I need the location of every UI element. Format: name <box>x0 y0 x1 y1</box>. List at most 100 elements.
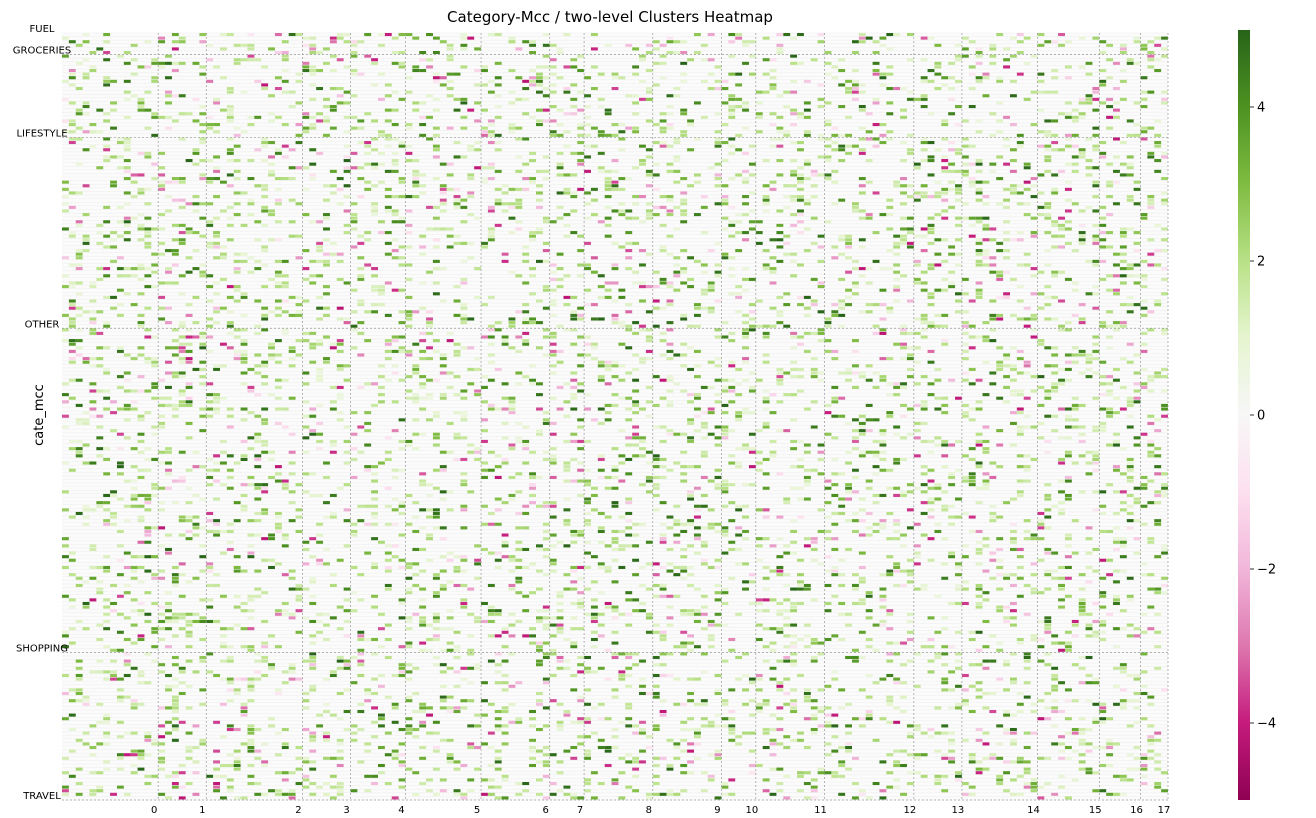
heatmap-cell <box>1023 364 1031 368</box>
heatmap-cell <box>302 130 310 134</box>
heatmap-cell <box>913 198 921 202</box>
heatmap-cell <box>329 400 337 404</box>
heatmap-cell <box>171 69 179 73</box>
heatmap-cell <box>460 47 468 51</box>
heatmap-cell <box>1147 389 1155 393</box>
heatmap-cell <box>103 144 111 148</box>
heatmap-cell <box>1106 310 1114 314</box>
heatmap-cell <box>426 346 433 350</box>
heatmap-cell <box>384 231 392 235</box>
heatmap-cell <box>350 227 358 231</box>
heatmap-cell <box>384 436 392 440</box>
heatmap-cell <box>1064 133 1072 137</box>
heatmap-cell <box>405 295 413 299</box>
heatmap-cell <box>852 83 859 87</box>
heatmap-cell <box>178 393 186 397</box>
heatmap-cell <box>673 169 681 173</box>
heatmap-cell <box>666 389 674 393</box>
heatmap-cell <box>721 504 729 508</box>
heatmap-cell <box>137 277 145 281</box>
heatmap-cell <box>1030 123 1038 127</box>
heatmap-cell <box>309 537 317 541</box>
heatmap-cell <box>755 90 763 94</box>
heatmap-cell <box>941 411 949 415</box>
heatmap-cell <box>783 429 791 433</box>
heatmap-cell <box>1161 472 1168 476</box>
heatmap-cell <box>350 432 358 436</box>
heatmap-cell <box>597 317 605 321</box>
heatmap-cell <box>934 522 942 526</box>
heatmap-cell <box>89 508 97 512</box>
heatmap-cell <box>220 396 227 400</box>
heatmap-cell <box>728 54 736 58</box>
heatmap-cell <box>412 65 420 69</box>
heatmap-cell <box>577 493 585 497</box>
heatmap-cell <box>75 454 83 458</box>
heatmap-cell <box>824 155 832 159</box>
heatmap-cell <box>652 187 660 191</box>
heatmap-cell <box>419 51 427 55</box>
heatmap-cell <box>460 457 468 461</box>
heatmap-cell <box>941 454 949 458</box>
heatmap-cell <box>467 450 475 454</box>
heatmap-cell <box>1147 328 1155 332</box>
heatmap-cell <box>797 439 804 443</box>
heatmap-cell <box>185 360 193 364</box>
heatmap-cell <box>494 198 502 202</box>
heatmap-cell <box>577 468 585 472</box>
heatmap-cell <box>872 69 880 73</box>
heatmap-cell <box>584 551 591 555</box>
heatmap-cell <box>213 497 220 501</box>
heatmap-cell <box>982 537 990 541</box>
heatmap-cell <box>446 331 454 335</box>
heatmap-cell <box>900 159 907 163</box>
heatmap-cell <box>515 511 523 515</box>
heatmap-cell <box>144 328 152 332</box>
heatmap-cell <box>158 378 166 382</box>
heatmap-cell <box>137 346 145 350</box>
heatmap-cell <box>68 303 76 307</box>
heatmap-cell <box>803 159 811 163</box>
heatmap-cell <box>487 353 495 357</box>
heatmap-cell <box>350 94 358 98</box>
heatmap-cell <box>68 360 76 364</box>
heatmap-cell <box>1030 375 1038 379</box>
heatmap-cell <box>165 281 172 285</box>
heatmap-cell <box>226 216 234 220</box>
heatmap-cell <box>707 385 715 389</box>
heatmap-cell <box>1119 472 1127 476</box>
heatmap-cell <box>82 72 90 76</box>
heatmap-cell <box>178 40 186 44</box>
heatmap-cell <box>288 349 296 353</box>
heatmap-cell <box>817 173 825 177</box>
heatmap-cell <box>721 159 729 163</box>
heatmap-cell <box>336 486 344 490</box>
heatmap-cell <box>371 515 378 519</box>
heatmap-cell <box>1099 490 1107 494</box>
heatmap-cell <box>556 385 564 389</box>
heatmap-cell <box>748 465 756 469</box>
heatmap-cell <box>776 231 784 235</box>
heatmap-cell <box>1058 245 1065 249</box>
heatmap-cell <box>1085 357 1093 361</box>
heatmap-cell <box>673 87 681 91</box>
heatmap-cell <box>343 209 351 213</box>
heatmap-cell <box>481 504 488 508</box>
heatmap-cell <box>487 551 495 555</box>
heatmap-cell <box>824 529 832 533</box>
heatmap-cell <box>432 292 440 296</box>
heatmap-cell <box>542 155 550 159</box>
heatmap-cell <box>494 141 502 145</box>
heatmap-cell <box>75 339 83 343</box>
heatmap-cell <box>226 105 234 109</box>
heatmap-cell <box>824 173 832 177</box>
heatmap-cell <box>453 313 461 317</box>
heatmap-cell <box>1106 529 1114 533</box>
heatmap-cell <box>803 450 811 454</box>
heatmap-cell <box>419 349 427 353</box>
heatmap-cell <box>872 51 880 55</box>
heatmap-cell <box>728 540 736 544</box>
heatmap-cell <box>274 339 282 343</box>
heatmap-cell <box>274 51 282 55</box>
heatmap-cell <box>1147 414 1155 418</box>
